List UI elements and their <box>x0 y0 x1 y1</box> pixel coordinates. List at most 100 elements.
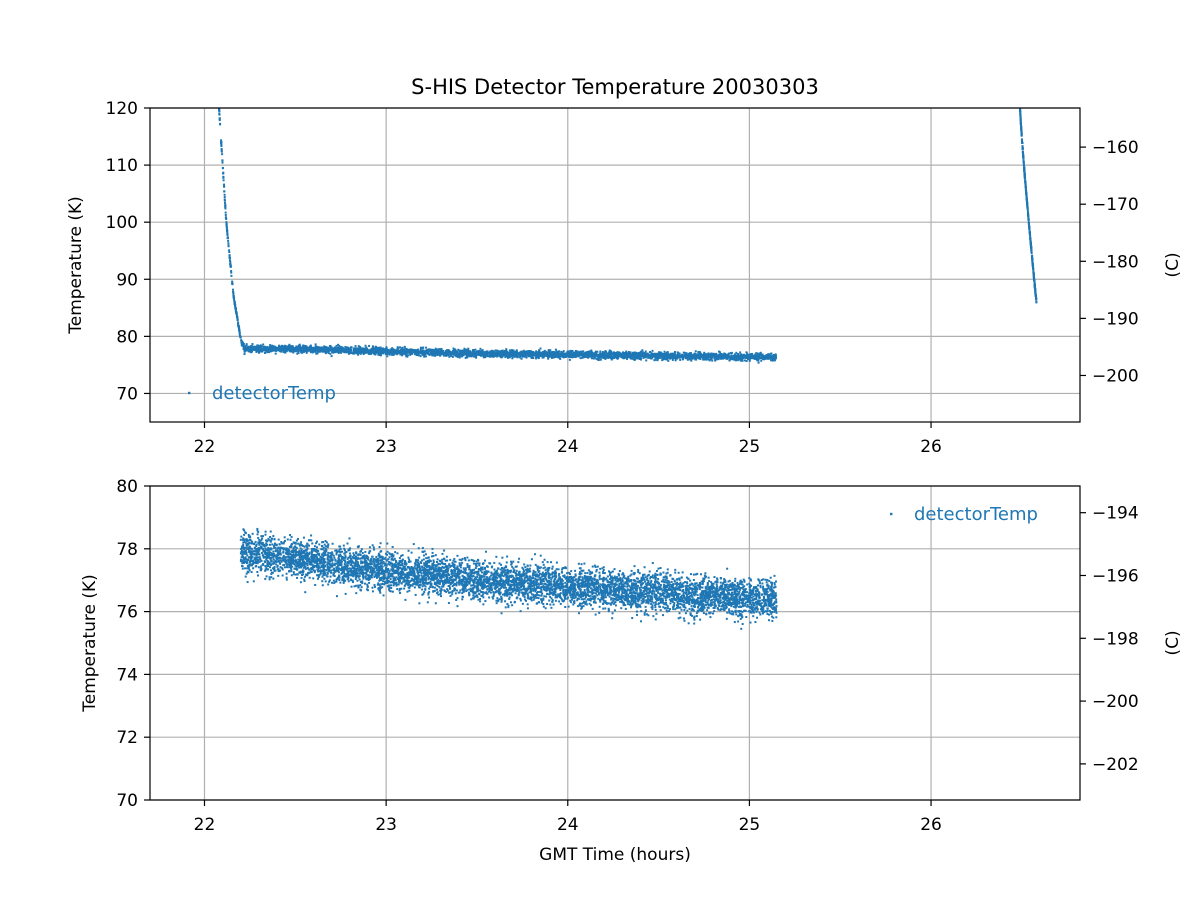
data-point <box>729 352 732 355</box>
data-point <box>589 352 592 355</box>
data-point <box>222 175 225 178</box>
data-point <box>362 353 365 356</box>
data-point <box>311 568 314 571</box>
y-tick-label: 100 <box>106 213 138 233</box>
data-point <box>764 357 767 360</box>
data-point <box>620 354 623 357</box>
data-point <box>574 356 577 359</box>
data-point <box>772 354 775 357</box>
data-point <box>500 355 503 358</box>
data-point <box>434 347 437 350</box>
data-point <box>218 119 221 122</box>
data-point <box>453 352 456 355</box>
data-point <box>304 347 307 350</box>
data-point <box>586 355 589 358</box>
data-point <box>437 353 440 356</box>
data-point <box>757 361 760 364</box>
data-point <box>616 353 619 356</box>
data-point <box>651 349 654 352</box>
data-point <box>523 354 526 357</box>
data-point <box>337 352 340 355</box>
data-point <box>436 351 439 354</box>
data-point <box>1019 108 1022 111</box>
data-point <box>340 349 343 352</box>
data-point <box>771 359 774 362</box>
data-point <box>354 351 357 354</box>
data-point <box>332 349 335 352</box>
data-point <box>741 358 744 361</box>
data-point <box>228 249 231 252</box>
data-point <box>347 572 350 575</box>
data-point <box>514 352 517 355</box>
data-point <box>696 356 699 359</box>
data-point <box>631 354 634 357</box>
data-point <box>330 355 333 358</box>
data-point <box>218 117 221 120</box>
data-point <box>431 348 434 351</box>
data-point <box>625 351 628 354</box>
data-point <box>524 355 527 358</box>
data-point <box>380 350 383 353</box>
data-point <box>587 353 590 356</box>
data-point <box>710 354 713 357</box>
data-point <box>1022 164 1025 167</box>
data-point <box>421 547 424 550</box>
x-tick-label: 25 <box>739 437 761 457</box>
data-point <box>243 347 246 350</box>
data-point <box>465 354 468 357</box>
data-point <box>285 349 288 352</box>
data-point <box>480 574 483 577</box>
data-point <box>508 596 511 599</box>
data-point <box>283 350 286 353</box>
data-point <box>767 356 770 359</box>
data-point <box>547 351 550 354</box>
data-point <box>466 350 469 353</box>
data-point <box>748 359 751 362</box>
data-point <box>747 354 750 357</box>
data-point <box>332 572 335 575</box>
data-point <box>350 346 353 349</box>
data-point <box>690 359 693 362</box>
data-point <box>654 356 657 359</box>
data-point <box>1024 188 1027 191</box>
data-point <box>239 335 242 338</box>
data-point <box>507 355 510 358</box>
data-point <box>295 345 298 348</box>
data-point <box>666 356 669 359</box>
data-point <box>506 356 509 359</box>
data-point <box>224 216 227 219</box>
data-point <box>647 356 650 359</box>
data-point <box>602 356 605 359</box>
data-point <box>282 347 285 350</box>
data-point <box>666 351 669 354</box>
data-point <box>464 586 467 589</box>
data-point <box>384 552 387 555</box>
data-point <box>755 352 758 355</box>
data-point <box>554 355 557 358</box>
data-point <box>670 352 673 355</box>
data-point <box>231 281 234 284</box>
data-point <box>570 355 573 358</box>
data-point <box>588 350 591 353</box>
data-point <box>492 355 495 358</box>
data-point <box>456 354 459 357</box>
data-point <box>317 347 320 350</box>
data-point <box>323 345 326 348</box>
data-point <box>245 346 248 349</box>
data-point <box>774 357 777 360</box>
data-point <box>618 351 621 354</box>
data-point <box>1032 272 1035 275</box>
data-point <box>581 350 584 353</box>
data-point <box>600 354 603 357</box>
data-point <box>693 615 696 618</box>
data-point <box>322 349 325 352</box>
data-point <box>1022 159 1025 162</box>
data-point <box>609 349 612 352</box>
data-point <box>224 206 227 209</box>
data-point <box>499 356 502 359</box>
y-right-tick-label: −190 <box>1092 309 1139 329</box>
data-point <box>705 355 708 358</box>
data-point <box>1033 284 1036 287</box>
data-point <box>218 108 221 111</box>
data-point <box>582 355 585 358</box>
